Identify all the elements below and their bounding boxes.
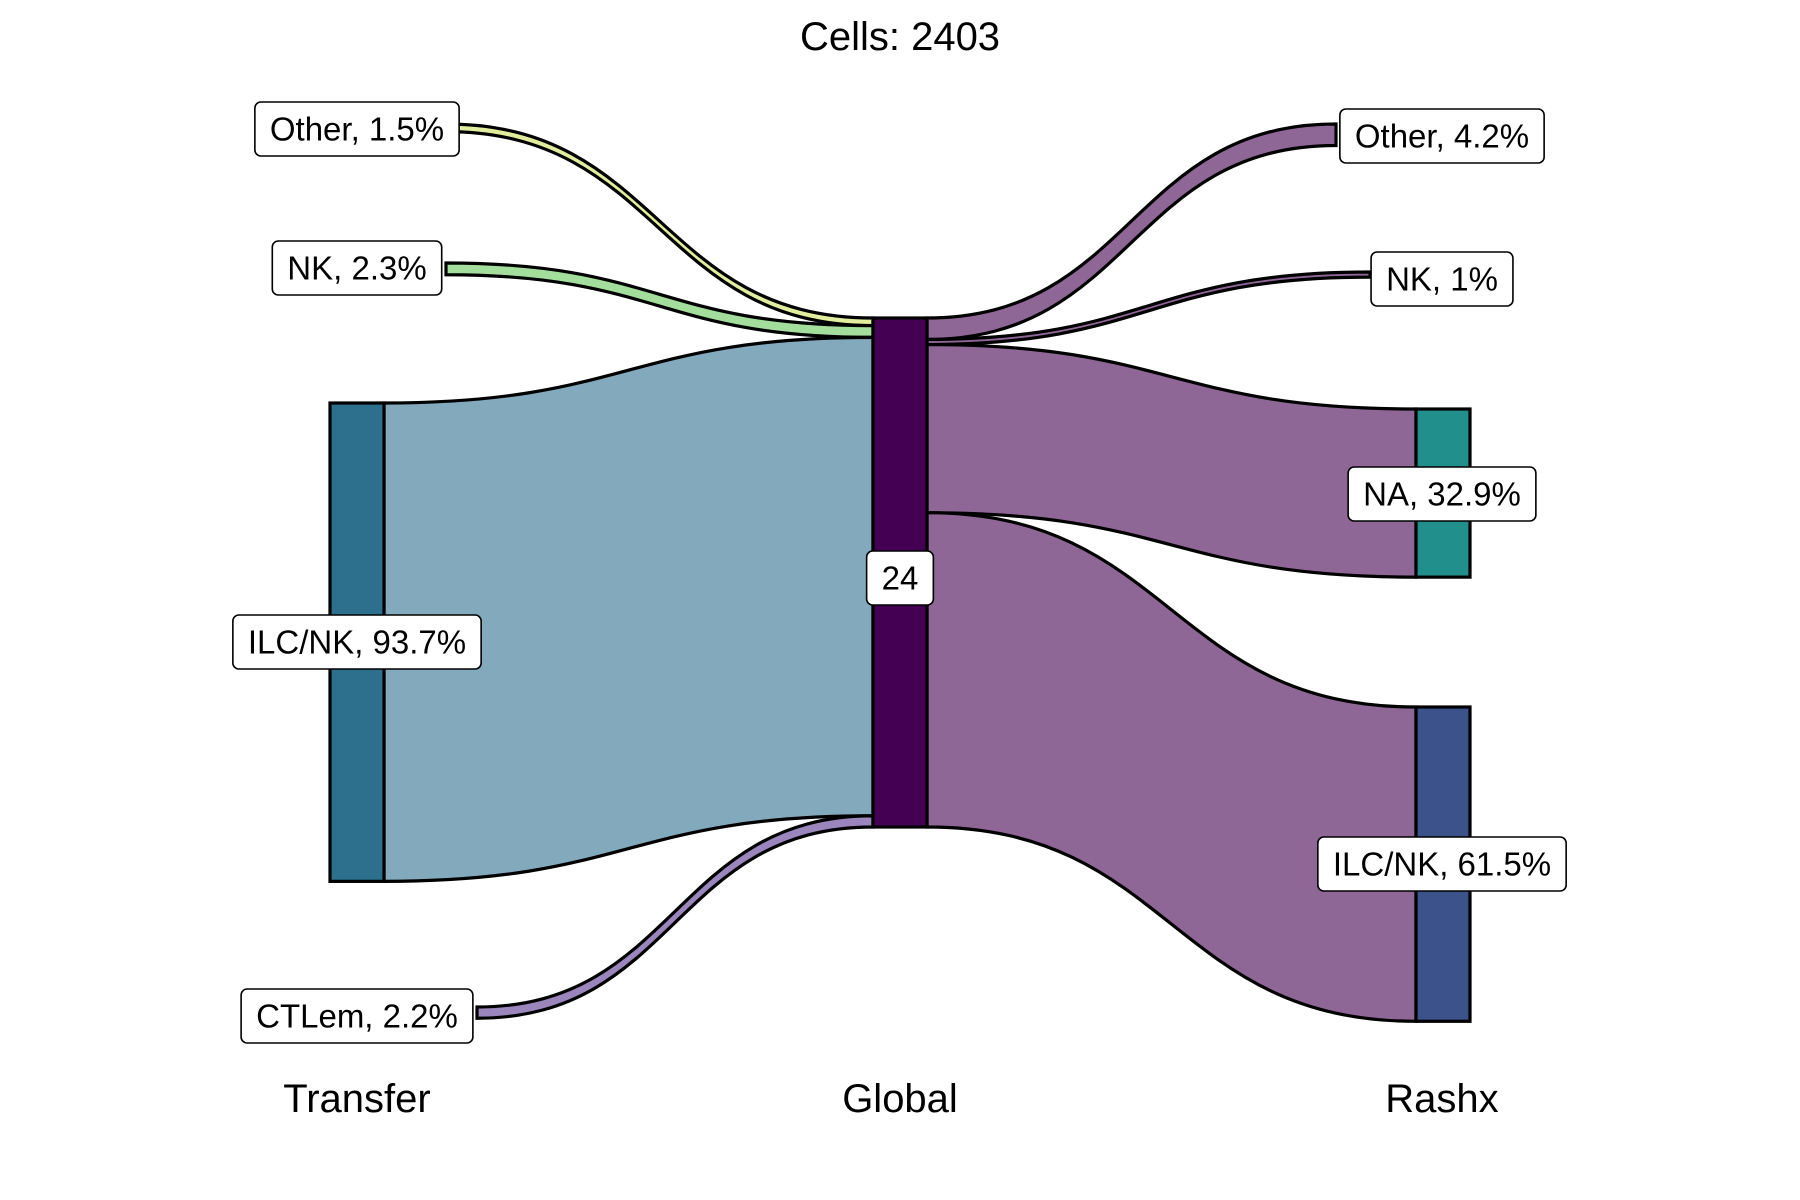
- label-right-nk: NK, 1%: [1370, 251, 1514, 307]
- labels-layer: Other, 1.5% NK, 2.3% ILC/NK, 93.7% CTLem, 2…: [232, 101, 1567, 1044]
- label-right-nk-text: NK, 1%: [1386, 261, 1498, 298]
- label-left-ctlem-box: [240, 988, 474, 1044]
- flow-right-other: [925, 122, 1338, 342]
- label-center-text: 24: [882, 560, 919, 597]
- label-right-ilc-nk-text: ILC/NK, 61.5%: [1333, 846, 1551, 883]
- label-right-na-text: NA, 32.9%: [1363, 476, 1521, 513]
- label-left-nk-text: NK, 2.3%: [287, 250, 426, 287]
- label-left-other-text: Other, 1.5%: [270, 111, 444, 148]
- axis-label-rashx: Rashx: [1385, 1077, 1498, 1121]
- label-left-nk-box: [271, 240, 443, 296]
- label-right-ilc-nk-box: [1317, 836, 1567, 892]
- chart-title: Cells: 2403: [800, 15, 1000, 59]
- axis-label-global: Global: [842, 1077, 958, 1121]
- label-right-other-text: Other, 4.2%: [1355, 118, 1529, 155]
- label-left-ctlem: CTLem, 2.2%: [240, 988, 474, 1044]
- label-right-ilc-nk: ILC/NK, 61.5%: [1317, 836, 1567, 892]
- label-left-ilc-nk-box: [232, 614, 482, 670]
- label-left-ilc-nk: ILC/NK, 93.7%: [232, 614, 482, 670]
- axis-label-transfer: Transfer: [283, 1077, 430, 1121]
- flows-layer: [382, 122, 1418, 1023]
- flow-left-ilc-nk: [382, 335, 875, 883]
- label-right-other: Other, 4.2%: [1339, 108, 1545, 164]
- label-center-box: [865, 550, 935, 606]
- flow-left-nk: [444, 261, 875, 340]
- label-center: 24: [865, 550, 935, 606]
- label-left-ctlem-text: CTLem, 2.2%: [256, 998, 458, 1035]
- label-right-na: NA, 32.9%: [1347, 466, 1537, 522]
- flow-right-nk: [925, 270, 1372, 347]
- label-left-other-box: [254, 101, 460, 157]
- label-right-na-box: [1347, 466, 1537, 522]
- flow-right-ilc-nk: [925, 511, 1418, 1023]
- label-right-nk-box: [1370, 251, 1514, 307]
- label-right-other-box: [1339, 108, 1545, 164]
- label-left-other: Other, 1.5%: [254, 101, 460, 157]
- label-left-nk: NK, 2.3%: [271, 240, 443, 296]
- label-left-ilc-nk-text: ILC/NK, 93.7%: [248, 624, 466, 661]
